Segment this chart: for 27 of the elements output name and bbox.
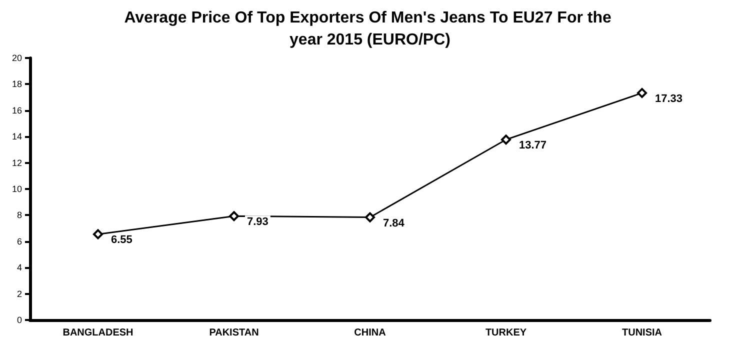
- data-label: 7.93: [247, 216, 268, 228]
- x-tick-label: TUNISIA: [622, 328, 662, 338]
- y-tick-label: 2: [16, 288, 22, 299]
- y-tick-label: 12: [12, 158, 22, 168]
- x-tick-label: CHINA: [354, 328, 386, 338]
- y-tick-label: 6: [16, 236, 22, 246]
- y-tick-label: 10: [12, 184, 22, 194]
- x-tick-label: TURKEY: [485, 328, 527, 338]
- y-tick-label: 16: [12, 105, 22, 116]
- point: [637, 88, 647, 98]
- data-label: 13.77: [519, 140, 547, 152]
- point: [93, 229, 103, 240]
- data-label: 7.84: [383, 217, 406, 230]
- point: [365, 212, 375, 222]
- y-tick-label: 0: [16, 315, 22, 325]
- y-tick-label: 18: [12, 79, 22, 90]
- chart-title: Average Price Of Top Exporters Of Men's Jeans To EU27 For the year 2015 (EURO/PC): [124, 10, 616, 48]
- y-tick-label: 4: [16, 262, 22, 273]
- y-tick-label: 14: [12, 132, 22, 142]
- point: [229, 211, 239, 222]
- y-tick-label: 8: [16, 210, 22, 220]
- x-tick-label: PAKISTAN: [209, 328, 259, 338]
- y-tick-label: 20: [12, 53, 22, 63]
- point: [501, 134, 511, 145]
- data-label: 17.33: [655, 92, 683, 105]
- data-label: 6.55: [111, 234, 132, 246]
- x-tick-label: BANGLADESH: [62, 328, 134, 338]
